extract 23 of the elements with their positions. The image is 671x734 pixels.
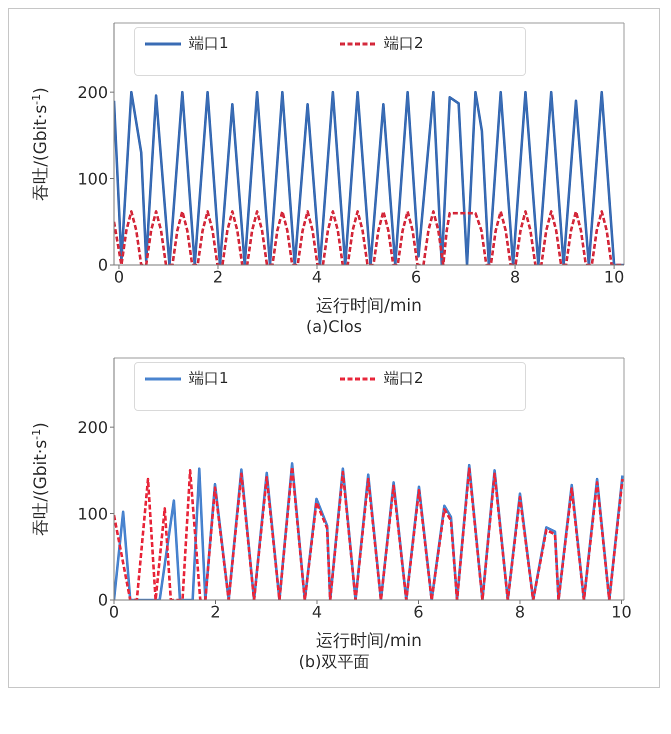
x-tick-label: 10 bbox=[604, 267, 624, 286]
x-tick-label: 8 bbox=[514, 602, 526, 622]
y-tick-label: 100 bbox=[77, 504, 108, 524]
text: (a)Clos bbox=[304, 317, 364, 336]
y-tick-label: 100 bbox=[77, 169, 108, 188]
x-tick-label: 4 bbox=[312, 267, 322, 286]
x-axis-title: 运行时间/min bbox=[316, 631, 422, 651]
x-tick-label: 2 bbox=[210, 602, 221, 622]
x-axis-title: 运行时间/min bbox=[316, 296, 422, 316]
x-tick-label: 0 bbox=[114, 267, 124, 286]
legend-label: 端口1 bbox=[189, 369, 229, 388]
x-tick-label: 4 bbox=[312, 602, 322, 622]
x-tick-label: 2 bbox=[212, 267, 224, 286]
legend-label: 端口2 bbox=[384, 369, 424, 388]
legend-label: 端口1 bbox=[189, 34, 229, 53]
legend-label: 端口2 bbox=[384, 34, 424, 53]
x-tick-label: 6 bbox=[413, 602, 424, 622]
y-tick-label: 200 bbox=[77, 418, 108, 437]
x-tick-label: 6 bbox=[410, 267, 422, 286]
x-tick-label: 10 bbox=[611, 602, 632, 622]
text: (b)双平面 bbox=[298, 652, 370, 673]
x-tick-label: 8 bbox=[510, 267, 520, 286]
y-tick-label: 200 bbox=[77, 82, 108, 102]
